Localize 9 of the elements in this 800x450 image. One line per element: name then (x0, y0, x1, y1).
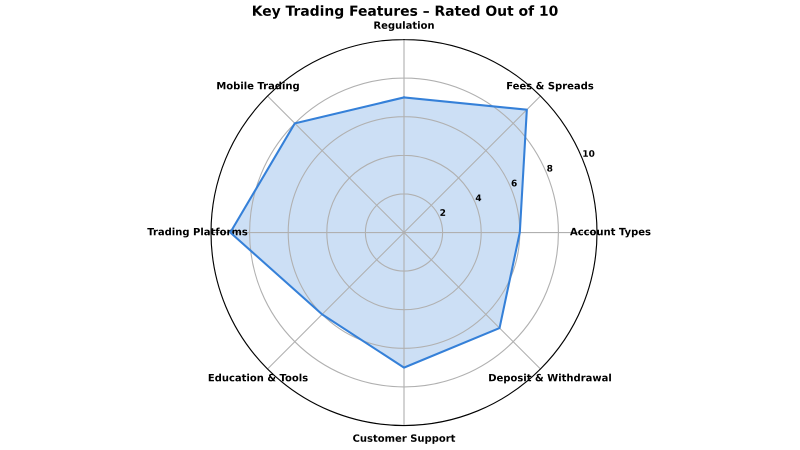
spoke-label: Customer Support (353, 434, 456, 444)
y-tick-label: 6 (512, 180, 517, 186)
spoke-label: Education & Tools (208, 374, 308, 382)
y-tick-label: 8 (547, 164, 552, 172)
y-tick-label: 2 (440, 209, 446, 216)
chart-title: Key Trading Features – Rated Out of 10 (252, 5, 558, 19)
y-tick-label: 4 (476, 194, 482, 202)
y-tick-label: 10 (583, 150, 594, 157)
spoke-label: Regulation (374, 21, 434, 31)
